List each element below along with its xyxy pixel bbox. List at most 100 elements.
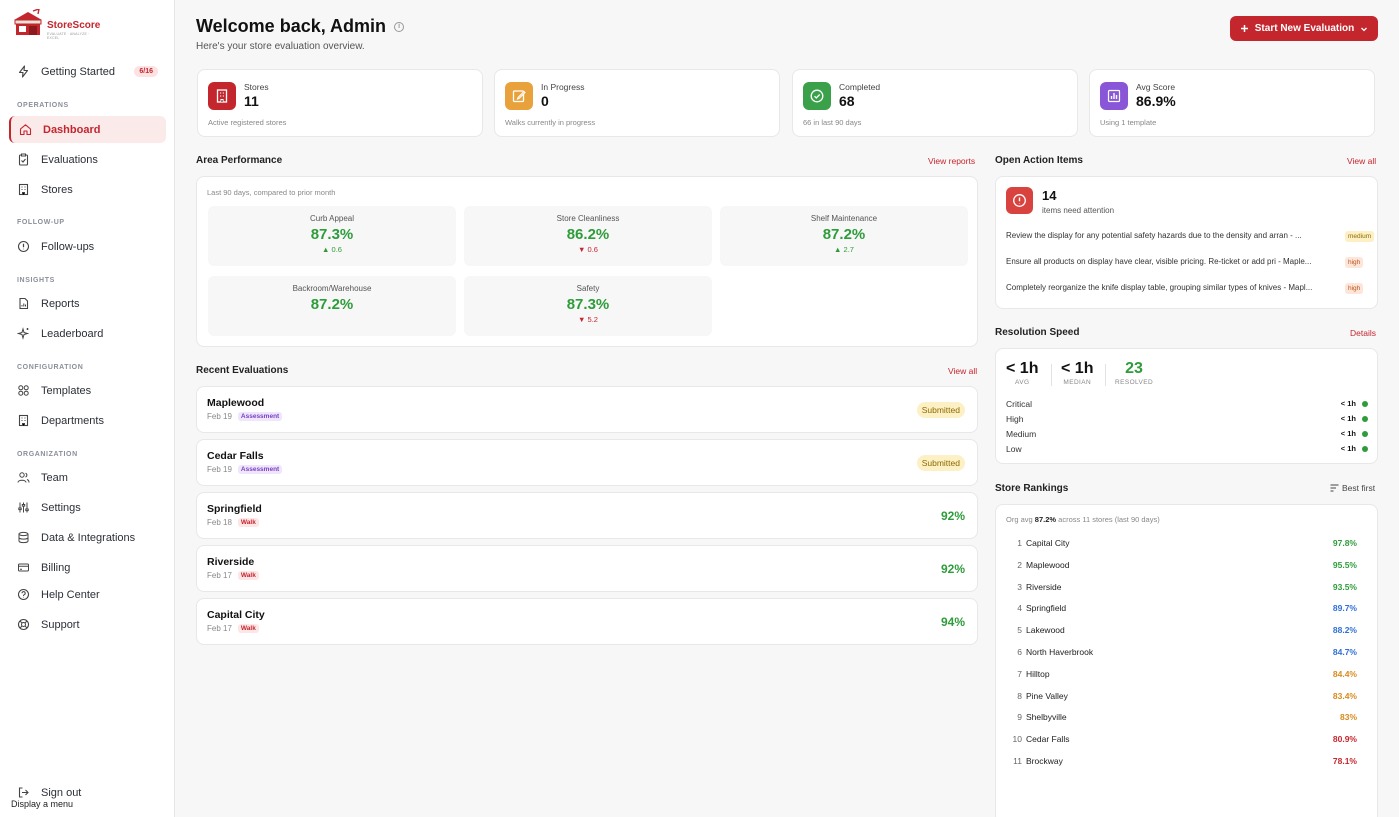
area-performance-card: Last 90 days, compared to prior month Cu…	[196, 176, 978, 347]
view-all-evaluations-link[interactable]: View all	[948, 366, 978, 376]
median-label: MEDIAN	[1063, 379, 1092, 386]
storescore-logo[interactable]: StoreScore EVALUATE · ANALYZE · EXCEL	[11, 7, 101, 40]
action-item-text[interactable]: Review the display for any potential saf…	[1006, 231, 1302, 240]
sidebar-item-help-center[interactable]: Help Center	[9, 581, 166, 608]
brand-tagline: EVALUATE · ANALYZE · EXCEL	[47, 32, 90, 40]
home-icon	[19, 123, 32, 136]
evaluation-date: Feb 17	[207, 571, 232, 580]
ranking-row[interactable]: 2 Maplewood 95.5%	[1006, 560, 1368, 570]
button-label: Start New Evaluation	[1254, 23, 1355, 34]
view-all-actions-link[interactable]: View all	[1347, 156, 1377, 166]
resolved-label: RESOLVED	[1115, 379, 1154, 386]
rank-number: 9	[1017, 712, 1022, 723]
area-tile-safety[interactable]: Safety 87.3% ▼ 5.2	[464, 276, 712, 336]
ranking-row[interactable]: 6 North Haverbrook 84.7%	[1006, 647, 1368, 657]
priority-label: High	[1006, 414, 1024, 424]
status-dot	[1362, 401, 1368, 407]
evaluation-row[interactable]: Riverside Feb 17 Walk 92%	[196, 545, 978, 592]
open-action-items-card: 14 items need attention Review the displ…	[995, 176, 1378, 309]
ranking-score: 95.5%	[1332, 559, 1357, 570]
sidebar-item-dashboard[interactable]: Dashboard	[9, 116, 166, 143]
resolution-speed-card: < 1h AVG < 1h MEDIAN 23 RESOLVED Critica…	[995, 348, 1378, 464]
stat-card-in-progress[interactable]: In Progress 0 Walks currently in progres…	[494, 69, 780, 137]
ranking-row[interactable]: 11 Brockway 78.1%	[1006, 756, 1368, 766]
stat-label: Avg Score	[1136, 82, 1176, 92]
priority-time: < 1h	[1340, 399, 1356, 408]
sidebar-item-getting-started[interactable]: Getting Started 6/16	[9, 58, 166, 85]
area-tile-store-cleanliness[interactable]: Store Cleanliness 86.2% ▼ 0.6	[464, 206, 712, 266]
evaluation-date: Feb 19	[207, 465, 232, 474]
resolved-value: 23	[1125, 360, 1143, 377]
store-name: Maplewood	[207, 397, 265, 409]
evaluation-row[interactable]: Maplewood Feb 19 Assessment Submitted	[196, 386, 978, 433]
sidebar-item-stores[interactable]: Stores	[9, 176, 166, 203]
rank-number: 5	[1017, 625, 1022, 636]
sidebar-item-data-integrations[interactable]: Data & Integrations	[9, 524, 166, 551]
priority-time: < 1h	[1340, 414, 1356, 423]
brand-name: StoreScore	[47, 20, 101, 31]
sort-label: Best first	[1342, 483, 1376, 493]
area-tile-shelf-maintenance[interactable]: Shelf Maintenance 87.2% ▲ 2.7	[720, 206, 968, 266]
sort-toggle[interactable]: Best first	[1330, 483, 1375, 493]
org-average: 87.2%	[1034, 515, 1057, 524]
evaluation-row[interactable]: Springfield Feb 18 Walk 92%	[196, 492, 978, 539]
resolution-details-link[interactable]: Details	[1350, 328, 1376, 338]
sidebar-item-label: Getting Started	[41, 65, 115, 78]
sign-out-button[interactable]: Sign out	[9, 779, 166, 806]
stat-card-stores[interactable]: Stores 11 Active registered stores	[197, 69, 483, 137]
area-tile-curb-appeal[interactable]: Curb Appeal 87.3% ▲ 0.6	[208, 206, 456, 266]
sidebar-item-billing[interactable]: Billing	[9, 554, 166, 581]
ranking-row[interactable]: 5 Lakewood 88.2%	[1006, 625, 1368, 635]
sidebar-item-templates[interactable]: Templates	[9, 377, 166, 404]
view-reports-link[interactable]: View reports	[928, 156, 976, 166]
sign-out-label: Sign out	[41, 786, 82, 799]
sidebar-item-label: Settings	[41, 501, 81, 514]
sidebar-item-departments[interactable]: Departments	[9, 407, 166, 434]
ranking-row[interactable]: 4 Springfield 89.7%	[1006, 603, 1368, 613]
rank-number: 3	[1017, 581, 1022, 592]
sidebar-item-reports[interactable]: Reports	[9, 290, 166, 317]
evaluation-type-badge: Assessment	[237, 465, 283, 474]
sidebar-item-label: Follow-ups	[41, 240, 95, 253]
sidebar-item-support[interactable]: Support	[9, 611, 166, 638]
start-new-evaluation-button[interactable]: Start New Evaluation	[1230, 16, 1378, 41]
stat-card-avg-score[interactable]: Avg Score 86.9% Using 1 template	[1089, 69, 1375, 137]
severity-badge: high	[1345, 257, 1364, 268]
ranking-row[interactable]: 9 Shelbyville 83%	[1006, 712, 1368, 722]
edit-icon	[505, 82, 533, 110]
ranking-row[interactable]: 10 Cedar Falls 80.9%	[1006, 734, 1368, 744]
ranking-row[interactable]: 8 Pine Valley 83.4%	[1006, 691, 1368, 701]
action-item-text[interactable]: Completely reorganize the knife display …	[1006, 283, 1313, 292]
action-item-text[interactable]: Ensure all products on display have clea…	[1006, 257, 1312, 266]
sidebar-item-label: Support	[41, 618, 80, 631]
sidebar-item-leaderboard[interactable]: Leaderboard	[9, 320, 166, 347]
sidebar-item-label: Templates	[41, 384, 92, 397]
ranking-row[interactable]: 7 Hilltop 84.4%	[1006, 669, 1368, 679]
resolved-count: 23 RESOLVED	[1115, 360, 1153, 386]
ranking-score: 80.9%	[1332, 734, 1357, 745]
status-dot	[1362, 446, 1368, 452]
ranking-row[interactable]: 3 Riverside 93.5%	[1006, 582, 1368, 592]
area-score: 87.3%	[310, 226, 354, 243]
severity-badge: high	[1345, 283, 1364, 294]
evaluation-row[interactable]: Capital City Feb 17 Walk 94%	[196, 598, 978, 645]
area-caption: Last 90 days, compared to prior month	[207, 188, 336, 197]
action-count: 14	[1042, 188, 1057, 203]
store-name: Capital City	[207, 609, 265, 621]
progress-badge: 6/16	[134, 66, 158, 77]
sidebar-item-settings[interactable]: Settings	[9, 494, 166, 521]
ranking-row[interactable]: 1 Capital City 97.8%	[1006, 538, 1368, 548]
sidebar-item-follow-ups[interactable]: Follow-ups	[9, 233, 166, 260]
area-score: 87.2%	[310, 296, 354, 313]
ranking-store-name: Riverside	[1026, 581, 1062, 592]
area-tile-backroom-warehouse[interactable]: Backroom/Warehouse 87.2%	[208, 276, 456, 336]
sidebar-item-evaluations[interactable]: Evaluations	[9, 146, 166, 173]
info-icon[interactable]: i	[394, 21, 405, 32]
bar-chart-icon	[1100, 82, 1128, 110]
section-label-follow-up: FOLLOW-UP	[17, 219, 65, 226]
stat-card-completed[interactable]: Completed 68 66 in last 90 days	[792, 69, 1078, 137]
evaluation-row[interactable]: Cedar Falls Feb 19 Assessment Submitted	[196, 439, 978, 486]
caption-suffix: across 11 stores (last 90 days)	[1058, 515, 1160, 524]
sidebar-item-label: Help Center	[41, 588, 100, 601]
sidebar-item-team[interactable]: Team	[9, 464, 166, 491]
